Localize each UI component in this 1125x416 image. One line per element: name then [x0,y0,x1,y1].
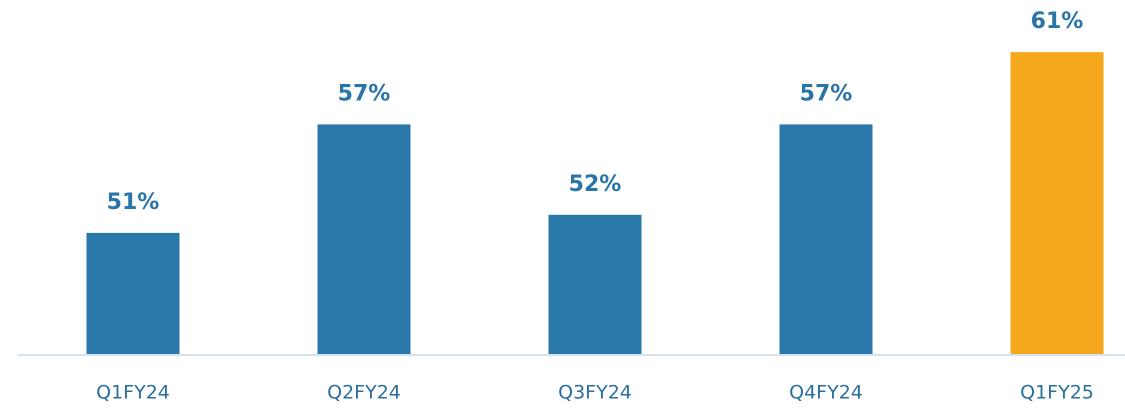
bar [1010,52,1104,354]
x-tick-label: Q3FY24 [558,382,632,404]
bar [317,124,411,354]
x-tick-label: Q1FY25 [1020,382,1094,404]
x-tick-label: Q4FY24 [789,382,863,404]
bar [548,214,642,354]
value-label: 52% [569,172,622,197]
value-label: 57% [800,81,853,106]
value-label: 57% [338,81,391,106]
value-label: 61% [1031,9,1084,34]
x-tick-label: Q2FY24 [327,382,401,404]
value-label: 51% [107,190,160,215]
bar [86,232,180,354]
x-tick-label: Q1FY24 [96,382,170,404]
bar [779,124,873,354]
